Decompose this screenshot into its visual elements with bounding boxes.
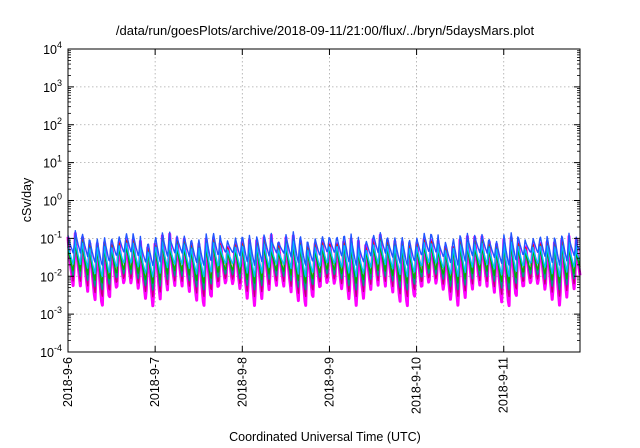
x-tick-label: 2018-9-8: [235, 357, 249, 407]
grid: [68, 49, 580, 352]
y-tick-label: 100: [43, 192, 62, 209]
series-group: [66, 230, 582, 308]
chart-title: /data/run/goesPlots/archive/2018-09-11/2…: [116, 23, 535, 38]
series-line: [67, 239, 581, 278]
y-tick-label: 10-4: [40, 343, 62, 360]
series-line: [67, 242, 581, 284]
y-tick-labels: 10-4 10-3 10-2 10-1 100 101 102 103 104: [40, 40, 62, 360]
y-axis-label: cSv/day: [20, 177, 34, 222]
y-tick-label: 10-1: [40, 229, 62, 246]
y-tick-label: 10-2: [40, 267, 62, 284]
x-tick-labels: 2018-9-6 2018-9-7 2018-9-8 2018-9-9 2018-9-1…: [61, 357, 511, 414]
x-axis-label: Coordinated Universal Time (UTC): [229, 430, 421, 444]
ticks: [67, 48, 580, 353]
x-tick-label: 2018-9-11: [497, 357, 511, 413]
x-tick-label: 2018-9-7: [148, 357, 162, 407]
series-line: [67, 230, 581, 267]
x-tick-label: 2018-9-10: [410, 357, 424, 414]
y-tick-label: 101: [43, 154, 62, 171]
y-tick-label: 10-3: [40, 305, 62, 322]
x-tick-label: 2018-9-9: [322, 357, 336, 407]
y-tick-label: 104: [43, 40, 62, 57]
x-tick-label: 2018-9-6: [61, 357, 75, 407]
y-tick-label: 102: [43, 116, 62, 133]
y-tick-label: 103: [43, 78, 62, 95]
